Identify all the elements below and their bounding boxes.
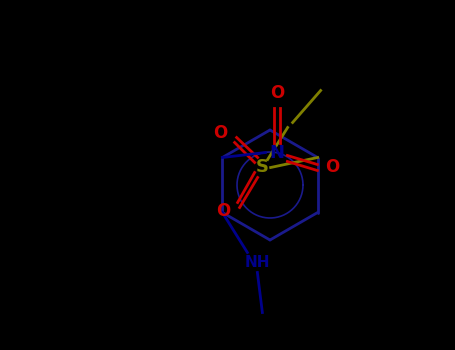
Text: O: O: [270, 84, 284, 101]
Text: N: N: [270, 144, 285, 161]
Text: S: S: [256, 159, 269, 176]
Text: NH: NH: [245, 255, 270, 270]
Text: O: O: [213, 125, 228, 142]
Text: O: O: [217, 203, 231, 220]
Text: O: O: [325, 159, 339, 176]
